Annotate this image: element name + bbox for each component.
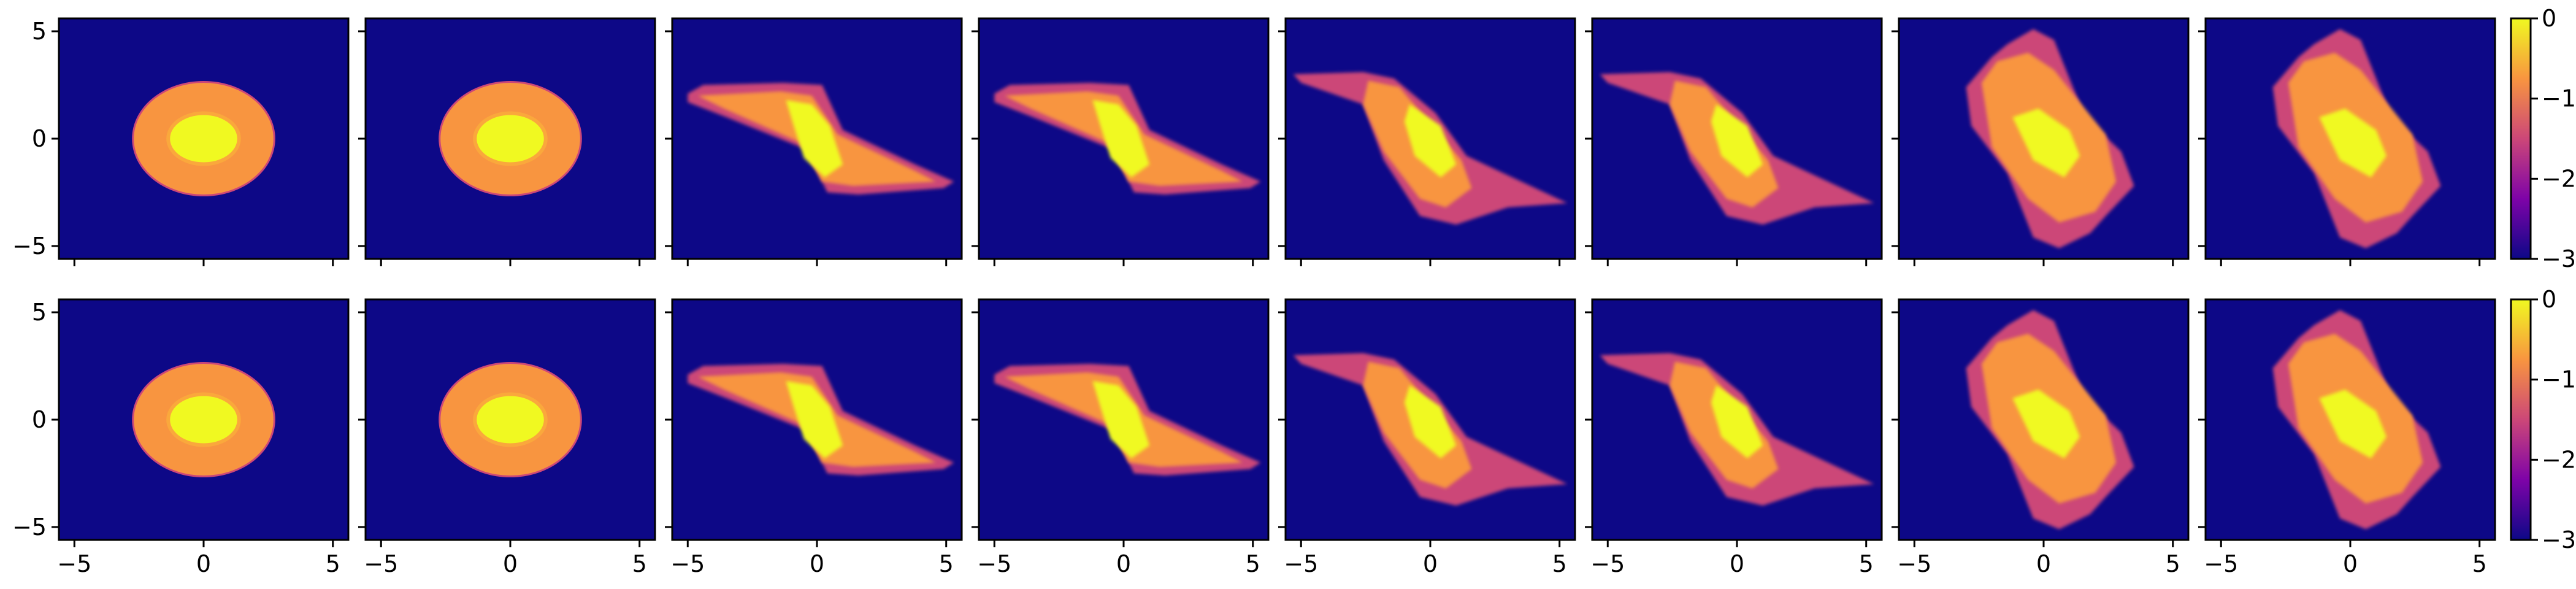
x-tick-label: 0 [1116,550,1131,577]
heatmap-panel-r1-c6 [1585,17,1883,266]
colorbar-frame [2510,17,2532,260]
panel-grid: 5 0 −5 −5 0 5 5 0 −5 −5 0 5 −5 0 5 −5 0 5 −5 0 5 −5 0 5 −5 0 5 −5 0 5 [12,17,2496,577]
density-core [2012,390,2080,458]
colorbar-gradient [2511,299,2531,540]
y-tick-label: −5 [12,233,47,260]
heatmap-panel-r2-c5: −5 0 5 [1278,298,1576,577]
heatmap-panel-r2-c1: −5 0 5 5 0 −5 [12,298,350,577]
density-core [1404,385,1457,458]
density-core [477,115,544,163]
y-tick-label: 5 [32,18,47,45]
heatmap-panel-r2-c7: −5 0 5 [1892,298,2190,577]
density-plot [2272,310,2441,529]
x-tick-label: 0 [2036,550,2051,577]
x-tick-label: −5 [977,550,1011,577]
density-core [2012,109,2080,177]
density-plot [132,81,275,196]
colorbar-tick-label: −2 [2542,165,2576,192]
x-tick-label: −5 [1897,550,1931,577]
density-core [170,115,237,163]
density-plot [688,83,954,194]
colorbar-gradient [2511,18,2531,259]
colorbar-tick-label: −2 [2542,446,2576,473]
colorbar-tick-label: 0 [2542,286,2556,313]
density-core [2319,390,2386,458]
density-core [786,381,843,458]
colorbar-tick-label: −3 [2542,526,2576,553]
x-tick-label: 0 [810,550,824,577]
density-plot [994,83,1261,194]
density-plot [1600,72,1874,225]
density-core [1092,381,1150,458]
x-tick-label: 5 [939,550,954,577]
x-tick-label: −5 [670,550,705,577]
x-tick-label: 5 [1859,550,1874,577]
density-plot [1600,353,1874,506]
colorbar-tick-label: −1 [2542,366,2576,393]
density-plot [2272,29,2441,248]
colorbar-row-1: 0 −1 −2 −3 [2510,5,2576,272]
x-tick-label: −5 [1590,550,1625,577]
heatmap-panel-r2-c8: −5 0 5 [2198,298,2496,577]
heatmap-panel-r2-c6: −5 0 5 [1585,298,1883,577]
x-tick-label: 0 [196,550,211,577]
x-tick-label: −5 [57,550,91,577]
density-plot [1293,353,1568,506]
heatmap-panel-r2-c3: −5 0 5 [665,298,963,577]
heatmap-panel-r2-c2: −5 0 5 [358,298,656,577]
y-tick-label: 0 [32,125,47,152]
x-tick-label: 5 [326,550,340,577]
density-core [786,100,843,177]
density-plot [1293,72,1568,225]
density-plot [1966,29,2134,248]
x-tick-label: 5 [2166,550,2180,577]
density-core [170,396,237,444]
heatmap-panel-r1-c3 [665,17,963,266]
colorbar-group: 0 −1 −2 −3 0 −1 −2 −3 [2510,5,2576,553]
x-tick-label: 0 [1423,550,1438,577]
x-tick-label: −5 [364,550,398,577]
heatmap-panel-r2-c4: −5 0 5 [972,298,1270,577]
density-plot [994,364,1261,475]
density-plot [688,364,954,475]
density-plot [439,81,582,196]
density-core [1711,385,1763,458]
heatmap-panel-r1-c4 [972,17,1270,266]
density-plot [1966,310,2134,529]
x-tick-label: 5 [2472,550,2487,577]
density-plot [439,362,582,477]
x-tick-label: 5 [632,550,647,577]
x-tick-label: −5 [1284,550,1318,577]
density-plot [132,362,275,477]
x-tick-label: 5 [1246,550,1260,577]
colorbar-tick-label: 0 [2542,5,2556,32]
colorbar-tick-label: −1 [2542,85,2576,112]
y-tick-label: −5 [12,514,47,541]
x-tick-label: 0 [1730,550,1744,577]
density-core [2319,109,2386,177]
heatmap-panel-r1-c5 [1278,17,1576,266]
heatmap-panel-r1-c2 [358,17,656,266]
colorbar-tick-label: −3 [2542,245,2576,272]
colorbar-frame [2510,298,2532,541]
x-tick-label: −5 [2204,550,2238,577]
x-tick-label: 5 [1552,550,1567,577]
density-core [1092,100,1150,177]
colorbar-row-2: 0 −1 −2 −3 [2510,286,2576,553]
density-core [1711,104,1763,177]
heatmap-panel-r1-c7 [1892,17,2190,266]
density-core [477,396,544,444]
y-tick-label: 0 [32,406,47,433]
density-core [1404,104,1457,177]
x-tick-label: 0 [2343,550,2358,577]
x-tick-label: 0 [503,550,518,577]
y-tick-label: 5 [32,299,47,326]
heatmap-panel-r1-c1: 5 0 −5 [12,17,350,266]
heatmap-panel-r1-c8 [2198,17,2496,266]
